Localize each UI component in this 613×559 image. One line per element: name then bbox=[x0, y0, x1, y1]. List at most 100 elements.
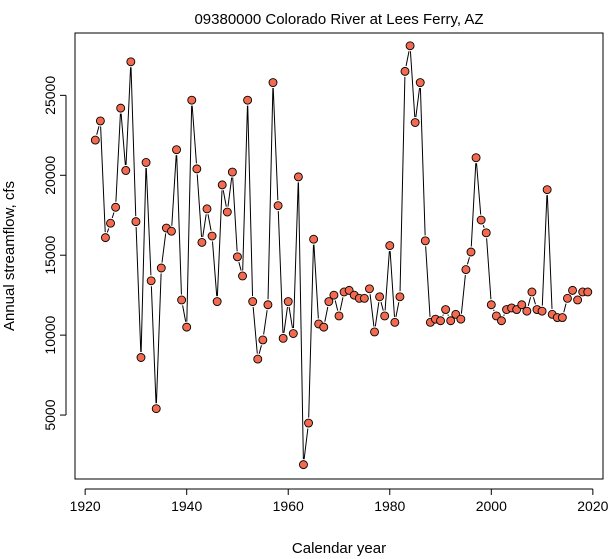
data-point bbox=[116, 103, 126, 113]
data-point bbox=[101, 233, 110, 243]
data-point bbox=[370, 327, 379, 337]
data-point bbox=[461, 265, 471, 275]
data-point bbox=[365, 284, 374, 294]
data-point bbox=[258, 335, 268, 345]
data-point bbox=[141, 158, 151, 167]
data-point bbox=[324, 297, 334, 307]
data-point bbox=[238, 271, 247, 281]
data-point bbox=[476, 215, 486, 225]
data-point bbox=[90, 135, 100, 145]
data-point bbox=[167, 226, 176, 236]
data-point bbox=[446, 316, 456, 326]
data-point bbox=[456, 314, 466, 324]
data-point bbox=[573, 295, 583, 305]
data-point bbox=[233, 252, 242, 262]
y-tick-label: 25000 bbox=[42, 76, 58, 115]
data-point bbox=[187, 95, 197, 105]
data-point bbox=[111, 202, 121, 212]
data-point bbox=[293, 172, 303, 182]
data-point bbox=[172, 145, 181, 155]
y-axis: 5000 10000 15000 20000 25000 bbox=[42, 76, 67, 431]
x-axis-title: Calendar year bbox=[292, 540, 386, 557]
data-point bbox=[359, 293, 369, 303]
data-point bbox=[207, 231, 217, 241]
data-point bbox=[542, 185, 552, 195]
data-point bbox=[248, 297, 258, 307]
data-point bbox=[283, 297, 293, 307]
y-tick-label: 5000 bbox=[42, 399, 58, 430]
data-point bbox=[146, 276, 156, 286]
data-point bbox=[309, 234, 319, 244]
x-tick-label: 2020 bbox=[577, 498, 608, 514]
data-point bbox=[197, 237, 207, 247]
series-line bbox=[96, 51, 567, 460]
data-point bbox=[268, 78, 278, 88]
data-point bbox=[243, 95, 253, 105]
data-point bbox=[395, 292, 405, 302]
x-tick-label: 1960 bbox=[273, 498, 304, 514]
data-point bbox=[263, 300, 273, 310]
series-line-layer bbox=[96, 51, 567, 460]
data-point bbox=[420, 236, 430, 246]
data-point bbox=[375, 292, 385, 302]
data-point bbox=[486, 300, 496, 310]
x-tick-label: 1980 bbox=[374, 498, 405, 514]
x-tick-label: 1920 bbox=[70, 498, 101, 514]
data-point bbox=[405, 41, 415, 51]
data-point bbox=[583, 287, 593, 297]
data-point bbox=[436, 316, 445, 326]
data-point bbox=[537, 306, 547, 316]
x-axis: 1920 1940 1960 1980 2000 2020 bbox=[70, 488, 609, 514]
data-point bbox=[192, 164, 202, 174]
data-point bbox=[202, 204, 212, 214]
data-point bbox=[182, 322, 192, 332]
data-point bbox=[517, 300, 527, 310]
data-point bbox=[131, 217, 141, 227]
data-point bbox=[563, 293, 572, 303]
x-tick-label: 1940 bbox=[171, 498, 202, 514]
data-point bbox=[136, 353, 146, 362]
data-point bbox=[278, 333, 288, 343]
data-point bbox=[497, 316, 506, 326]
data-point bbox=[217, 180, 227, 190]
data-point bbox=[329, 290, 339, 300]
data-point bbox=[385, 241, 395, 251]
data-point bbox=[227, 167, 237, 177]
data-point bbox=[522, 306, 532, 316]
data-point bbox=[151, 404, 161, 414]
data-point bbox=[334, 311, 344, 321]
data-point bbox=[126, 57, 136, 67]
data-point bbox=[410, 118, 420, 127]
data-point bbox=[568, 285, 577, 295]
data-point bbox=[177, 295, 187, 305]
data-point bbox=[273, 201, 283, 211]
plot-frame bbox=[74, 32, 604, 480]
data-point bbox=[466, 247, 476, 257]
data-point bbox=[441, 305, 451, 315]
y-tick-label: 10000 bbox=[42, 315, 58, 354]
chart-title: 09380000 Colorado River at Lees Ferry, A… bbox=[194, 11, 483, 28]
y-axis-title: Annual streamflow, cfs bbox=[1, 181, 18, 331]
data-point bbox=[106, 218, 115, 228]
data-point bbox=[400, 66, 410, 76]
data-point bbox=[121, 166, 131, 175]
data-point bbox=[299, 460, 308, 470]
data-point bbox=[319, 322, 329, 332]
data-point bbox=[557, 313, 567, 322]
data-point bbox=[212, 297, 222, 307]
data-point bbox=[380, 311, 390, 321]
y-tick-label: 15000 bbox=[42, 236, 58, 275]
data-point bbox=[95, 116, 105, 126]
data-point bbox=[390, 317, 400, 327]
data-point bbox=[527, 287, 537, 297]
data-point bbox=[304, 418, 313, 428]
x-tick-label: 2000 bbox=[476, 498, 507, 514]
data-point bbox=[253, 354, 263, 364]
data-points-layer bbox=[90, 41, 593, 470]
data-point bbox=[471, 153, 481, 163]
data-point bbox=[481, 228, 491, 238]
data-point bbox=[415, 78, 425, 88]
data-point bbox=[288, 329, 298, 338]
y-tick-label: 20000 bbox=[42, 156, 58, 195]
